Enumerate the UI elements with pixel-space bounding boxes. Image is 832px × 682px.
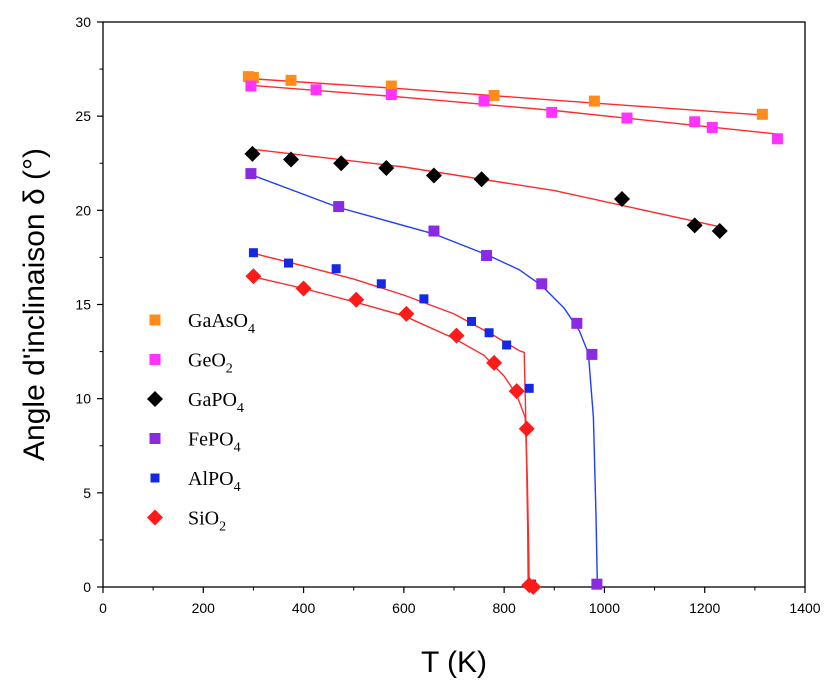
data-point-geo2 [478, 95, 490, 107]
legend-marker-geo2 [149, 354, 161, 365]
fit-line-gapo4 [250, 148, 723, 228]
data-point-sio2 [295, 280, 312, 297]
data-point-alpo4 [484, 328, 494, 338]
fit-line-fepo4 [250, 173, 599, 588]
data-point-geo2 [771, 133, 783, 145]
legend-subscript-geo2: 2 [226, 362, 233, 377]
data-point-sio2 [525, 579, 542, 595]
data-point-geo2 [546, 106, 558, 118]
data-point-fepo4 [428, 225, 440, 237]
data-point-gapo4 [378, 159, 395, 176]
data-point-geo2 [706, 121, 718, 133]
x-tick-label: 400 [292, 600, 316, 616]
data-point-gapo4 [711, 223, 728, 240]
data-point-gaaso4 [385, 80, 397, 92]
y-tick-label: 30 [75, 14, 91, 30]
data-point-gapo4 [283, 151, 300, 168]
legend-subscript-gaaso4: 4 [248, 322, 255, 337]
legend-label-fepo4: FePO4 [188, 429, 241, 456]
data-point-geo2 [245, 80, 257, 92]
data-point-gaaso4 [285, 74, 297, 86]
x-tick-label: 800 [492, 600, 516, 616]
data-point-alpo4 [524, 383, 534, 393]
data-point-sio2 [245, 268, 262, 285]
y-tick-label: 5 [83, 485, 91, 501]
legend-subscript-alpo4: 4 [234, 480, 241, 495]
data-point-sio2 [448, 327, 465, 344]
data-point-alpo4 [331, 264, 341, 274]
data-point-gapo4 [613, 191, 630, 208]
y-tick-label: 0 [83, 579, 91, 595]
legend-marker-gapo4 [147, 391, 163, 407]
legend-subscript-gapo4: 4 [237, 401, 244, 416]
data-point-geo2 [310, 84, 322, 96]
fit-line-gaaso4 [248, 77, 765, 116]
data-point-sio2 [518, 420, 535, 437]
data-point-gapo4 [244, 145, 261, 162]
data-point-fepo4 [591, 578, 603, 590]
data-point-geo2 [385, 89, 397, 101]
x-tick-label: 1200 [689, 600, 720, 616]
data-point-gaaso4 [488, 89, 500, 101]
data-point-gaaso4 [756, 108, 768, 120]
y-tick-label: 25 [75, 108, 91, 124]
fit-line-sio2 [250, 275, 530, 588]
data-point-fepo4 [481, 250, 493, 262]
data-point-fepo4 [586, 348, 598, 360]
data-point-gaaso4 [588, 95, 600, 107]
legend-label-sio2: SiO2 [188, 508, 226, 535]
data-point-fepo4 [333, 201, 345, 213]
y-tick-label: 20 [75, 202, 91, 218]
legend-label-alpo4: AlPO4 [188, 468, 241, 495]
data-point-geo2 [621, 112, 633, 124]
data-point-gapo4 [333, 155, 350, 172]
legend-marker-sio2 [147, 509, 163, 526]
data-point-gapo4 [473, 171, 490, 188]
y-tick-label: 15 [75, 297, 91, 313]
x-tick-label: 1000 [589, 600, 620, 616]
data-point-alpo4 [284, 258, 294, 268]
plot-frame [102, 21, 806, 588]
legend-subscript-sio2: 2 [219, 520, 226, 535]
data-point-alpo4 [376, 279, 386, 289]
data-point-fepo4 [536, 278, 548, 290]
data-point-gapo4 [686, 217, 703, 234]
legend-label-gapo4: GaPO4 [188, 389, 244, 416]
legend-label-gaaso4: GaAsO4 [188, 310, 255, 337]
legend-subscript-fepo4: 4 [234, 441, 241, 456]
data-point-geo2 [689, 116, 701, 128]
data-point-alpo4 [502, 340, 512, 350]
legend-marker-gaaso4 [149, 314, 161, 326]
data-point-alpo4 [419, 294, 429, 304]
legend-marker-fepo4 [149, 433, 161, 444]
x-tick-label: 200 [192, 600, 216, 616]
data-point-gaaso4 [247, 72, 259, 84]
data-point-alpo4 [467, 316, 477, 326]
data-point-fepo4 [571, 317, 583, 329]
legend-marker-alpo4 [150, 473, 160, 483]
fit-line-alpo4 [250, 252, 529, 588]
y-tick-label: 10 [75, 391, 91, 407]
x-tick-label: 1400 [789, 600, 820, 616]
data-point-sio2 [398, 305, 415, 322]
data-point-sio2 [348, 291, 365, 308]
legend-label-geo2: GeO2 [188, 350, 233, 377]
data-point-sio2 [508, 383, 525, 400]
x-tick-label: 0 [99, 600, 107, 616]
data-point-sio2 [486, 354, 503, 371]
y-axis-title: Angle d'inclinaison δ (°) [18, 148, 51, 461]
data-point-fepo4 [245, 168, 257, 180]
data-point-gapo4 [425, 167, 442, 184]
x-tick-label: 600 [392, 600, 416, 616]
x-axis-title: T (K) [421, 646, 487, 679]
data-point-alpo4 [248, 248, 258, 258]
